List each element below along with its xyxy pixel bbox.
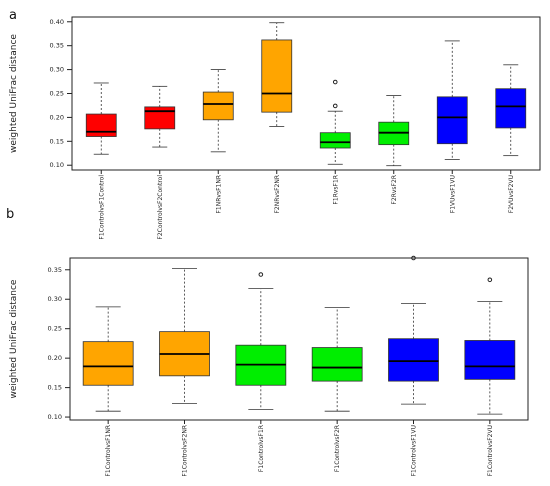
x-tick-label: F1ControlvsF1Control	[98, 175, 105, 240]
y-tick-label: 0.30	[50, 66, 64, 74]
x-tick-label: F1ControlvsF2R	[334, 425, 341, 472]
x-tick-label: F1ControlvsF1NR	[105, 425, 112, 477]
outlier-point	[332, 103, 338, 109]
outlier-point	[332, 79, 338, 85]
box-F2RvsF2R: F2RvsF2R	[378, 95, 410, 205]
y-axis-label: weighted UniFrac distance	[9, 34, 19, 153]
y-tick-label: 0.35	[48, 266, 62, 274]
box-iqr	[261, 39, 293, 113]
x-tick-label: F1ControlvsF2NR	[182, 425, 189, 477]
x-tick-label: F2VUvsF2VU	[508, 175, 515, 213]
box-iqr	[311, 347, 363, 382]
box-iqr	[319, 132, 351, 149]
plot-frame	[71, 16, 541, 171]
y-tick-label: 0.35	[50, 42, 64, 50]
x-tick-label: F1ControlvsF1R	[258, 425, 265, 472]
y-tick-label: 0.15	[48, 384, 62, 392]
y-tick-label: 0.20	[48, 354, 62, 362]
box-F1RvsF1R: F1RvsF1R	[319, 79, 351, 205]
panel-a-plot: 0.10 0.15 0.20 0.25 0.30 0.35 0.40 weighted Uni…	[9, 16, 541, 240]
box-F1ControlvsF1VU: F1ControlvsF1VU	[388, 255, 439, 476]
box-F2ControlvsF2Control: F2ControlvsF2Control	[144, 85, 176, 240]
plot-frame	[69, 257, 529, 421]
y-tick-label: 0.10	[50, 161, 64, 169]
box-iqr	[495, 88, 527, 129]
outlier-point	[411, 255, 416, 261]
outlier-point	[487, 277, 493, 283]
box-iqr	[82, 341, 134, 386]
box-F2NRvsF2NR: F2NRvsF2NR	[261, 22, 293, 214]
box-F1ControlvsF1R: F1ControlvsF1R	[235, 272, 287, 472]
box-F1ControlvsF2NR: F1ControlvsF2NR	[159, 268, 210, 477]
box-iqr	[464, 340, 516, 380]
x-tick-label: F2RvsF2R	[391, 175, 398, 205]
y-tick-label: 0.40	[50, 18, 64, 26]
x-tick-label: F1ControlvsF2VU	[487, 425, 494, 476]
y-tick-label: 0.20	[50, 113, 64, 121]
box-F1NRvsF1NR: F1NRvsF1NR	[202, 69, 234, 214]
panel-b-plot: 0.10 0.15 0.20 0.25 0.30 0.35 weighted UniFrac…	[9, 255, 529, 477]
box-F2VUvsF2VU: F2VUvsF2VU	[495, 64, 527, 213]
box-iqr	[388, 338, 439, 382]
x-tick-label: F1ControlvsF1VU	[411, 425, 418, 476]
y-tick-label: 0.30	[48, 295, 62, 303]
box-F1VUvsF1VU: F1VUvsF1VU	[436, 40, 468, 213]
y-tick-label: 0.10	[48, 413, 62, 421]
box-F1ControlvsF1NR: F1ControlvsF1NR	[82, 306, 134, 477]
box-iqr	[202, 91, 234, 121]
x-tick-label: F1RvsF1R	[332, 175, 339, 205]
panel-label-a: a	[9, 8, 17, 23]
y-tick-label: 0.25	[50, 90, 64, 98]
x-tick-label: F2ControlvsF2Control	[157, 175, 164, 240]
y-tick-label: 0.15	[50, 137, 64, 145]
box-iqr	[85, 113, 117, 137]
y-axis-label: weighted UniFrac distance	[9, 279, 19, 398]
x-tick-label: F1NRvsF1NR	[215, 175, 222, 214]
x-tick-label: F2NRvsF2NR	[274, 175, 281, 214]
x-tick-label: F1VUvsF1VU	[449, 175, 456, 213]
box-F1ControlvsF2R: F1ControlvsF2R	[311, 307, 363, 472]
box-iqr	[144, 106, 176, 130]
box-F1ControlvsF2VU: F1ControlvsF2VU	[464, 277, 516, 476]
y-tick-label: 0.25	[48, 325, 62, 333]
panel-label-b: b	[6, 207, 15, 222]
box-iqr	[436, 96, 468, 145]
box-F1ControlvsF1Control: F1ControlvsF1Control	[85, 82, 117, 240]
outlier-point	[258, 272, 264, 277]
